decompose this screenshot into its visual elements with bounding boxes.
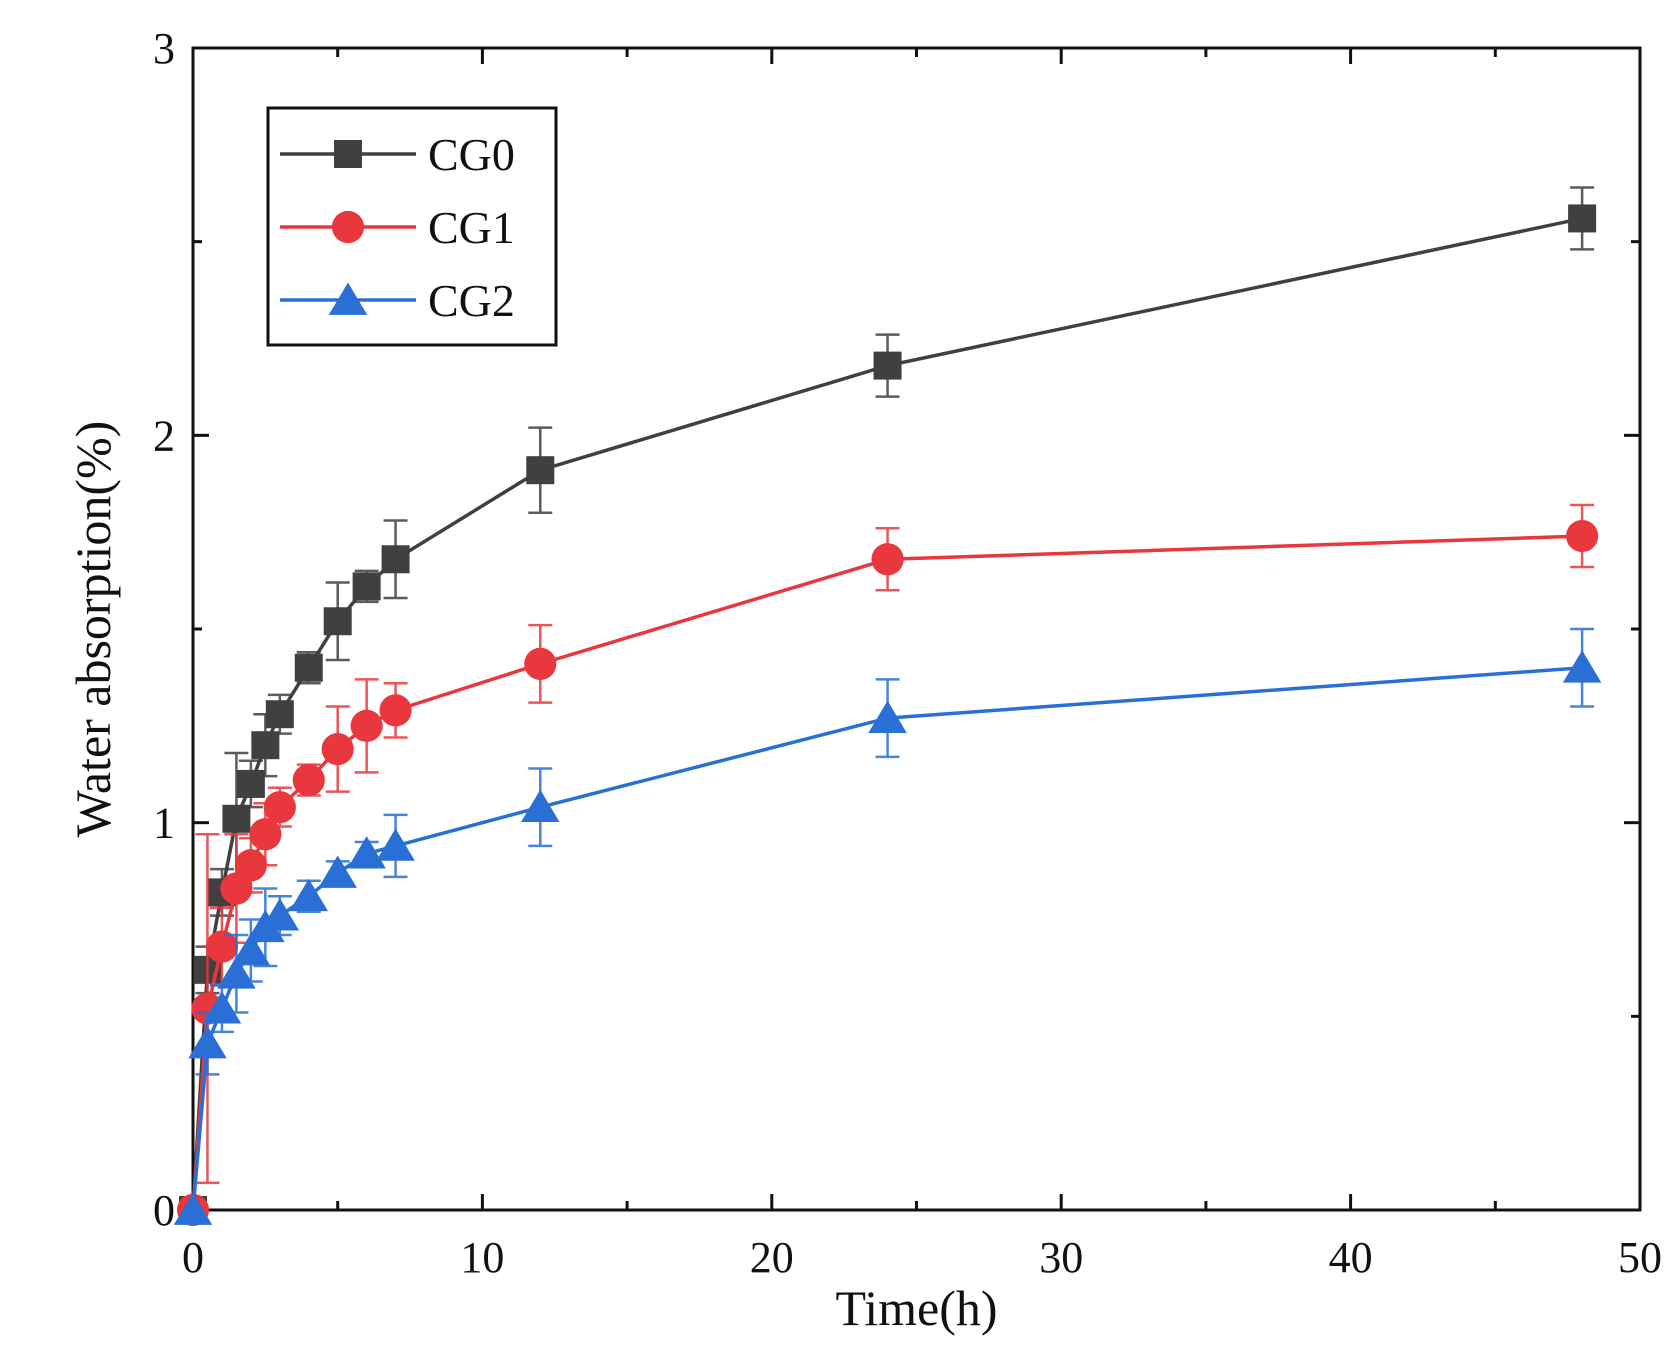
y-axis-title: Water absorption(%) xyxy=(65,421,121,838)
data-point xyxy=(1566,519,1599,553)
y-tick-label: 2 xyxy=(153,411,175,460)
data-point xyxy=(318,855,357,888)
data-point xyxy=(205,930,239,963)
data-point xyxy=(873,351,902,380)
data-point xyxy=(379,694,412,727)
legend-marker xyxy=(331,210,365,244)
legend-marker xyxy=(334,140,362,168)
y-tick-label: 3 xyxy=(153,24,175,73)
x-axis-title: Time(h) xyxy=(835,1280,997,1336)
x-tick-label: 20 xyxy=(750,1233,794,1282)
legend-label: CG2 xyxy=(428,275,515,326)
x-tick-label: 40 xyxy=(1329,1233,1373,1282)
legend-label: CG1 xyxy=(428,202,515,253)
data-point xyxy=(1562,650,1602,683)
legend-item-cg0: CG0 xyxy=(280,129,515,180)
data-point xyxy=(521,789,560,823)
data-point xyxy=(234,849,267,882)
legend-item-cg1: CG1 xyxy=(280,202,515,253)
data-point xyxy=(526,456,555,485)
data-point xyxy=(1568,204,1597,233)
data-point xyxy=(289,878,329,912)
data-point xyxy=(294,653,323,682)
x-tick-label: 50 xyxy=(1618,1233,1662,1282)
data-point xyxy=(347,836,386,869)
axes: 0 10 20 30 40 50 0 1 2 3 xyxy=(153,24,1662,1282)
legend-item-cg2: CG2 xyxy=(280,275,515,326)
legend-label: CG0 xyxy=(428,129,515,180)
x-tick-label: 0 xyxy=(182,1233,204,1282)
series-cg2 xyxy=(173,627,1602,1225)
data-point xyxy=(381,545,410,574)
data-point xyxy=(265,700,294,729)
legend: CG0 CG1 CG2 xyxy=(266,106,558,347)
series-layer xyxy=(173,186,1602,1227)
data-point xyxy=(249,818,282,851)
data-point xyxy=(376,828,415,861)
x-tick-label: 10 xyxy=(460,1233,504,1282)
y-tick-label: 1 xyxy=(153,799,175,848)
y-tick-label: 0 xyxy=(153,1186,175,1235)
data-point xyxy=(188,1025,227,1059)
data-point xyxy=(350,709,383,742)
data-point xyxy=(871,543,904,576)
data-point xyxy=(236,769,265,798)
series-cg1 xyxy=(176,503,1599,1227)
series-line xyxy=(191,534,1583,1211)
data-point xyxy=(220,872,253,905)
data-point xyxy=(251,731,280,760)
data-point xyxy=(222,804,251,833)
data-point xyxy=(173,1192,213,1225)
data-point xyxy=(292,763,325,797)
legend-marker xyxy=(328,282,368,315)
data-point xyxy=(217,956,256,989)
data-point xyxy=(524,647,557,680)
data-point xyxy=(260,898,300,931)
data-point xyxy=(231,932,271,966)
data-point xyxy=(323,607,352,636)
data-point xyxy=(352,572,381,601)
data-point xyxy=(868,700,907,733)
data-point xyxy=(263,791,296,824)
data-point xyxy=(202,991,242,1024)
x-tick-label: 30 xyxy=(1039,1233,1083,1282)
data-point xyxy=(321,732,354,766)
